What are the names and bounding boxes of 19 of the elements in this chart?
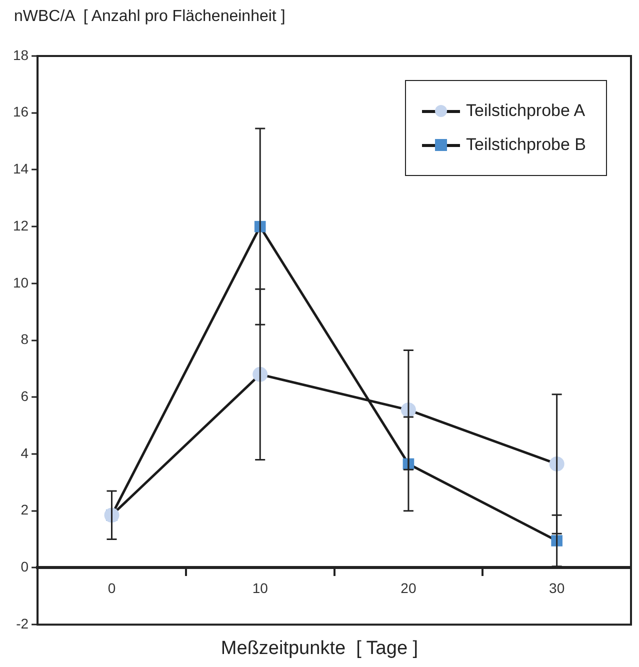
y-axis-title: nWBC/A [ Anzahl pro Flächeneinheit ] <box>14 8 286 26</box>
x-tick-label: 0 <box>108 580 116 596</box>
y-tick-label: 14 <box>12 160 29 177</box>
y-tick-label: 2 <box>20 502 29 518</box>
y-tick-label: 10 <box>12 274 29 290</box>
y-tick-label: 8 <box>20 331 29 348</box>
x-tick-label: 20 <box>400 580 416 596</box>
x-axis-title: Meßzeitpunkte [ Tage ] <box>220 638 420 660</box>
x-tick-label: 10 <box>252 580 268 596</box>
y-tick-label: 0 <box>20 558 29 575</box>
y-tick-label: 6 <box>20 388 29 404</box>
y-tick-label: 12 <box>12 217 29 234</box>
legend-label: Teilstichprobe B <box>466 135 586 155</box>
x-tick-label: 30 <box>549 580 565 596</box>
y-tick-label: 18 <box>12 46 29 63</box>
y-tick-label: -2 <box>16 615 29 632</box>
y-tick-label: 4 <box>20 444 29 461</box>
legend-label: Teilstichprobe A <box>466 101 586 121</box>
y-tick-label: 16 <box>12 104 29 120</box>
